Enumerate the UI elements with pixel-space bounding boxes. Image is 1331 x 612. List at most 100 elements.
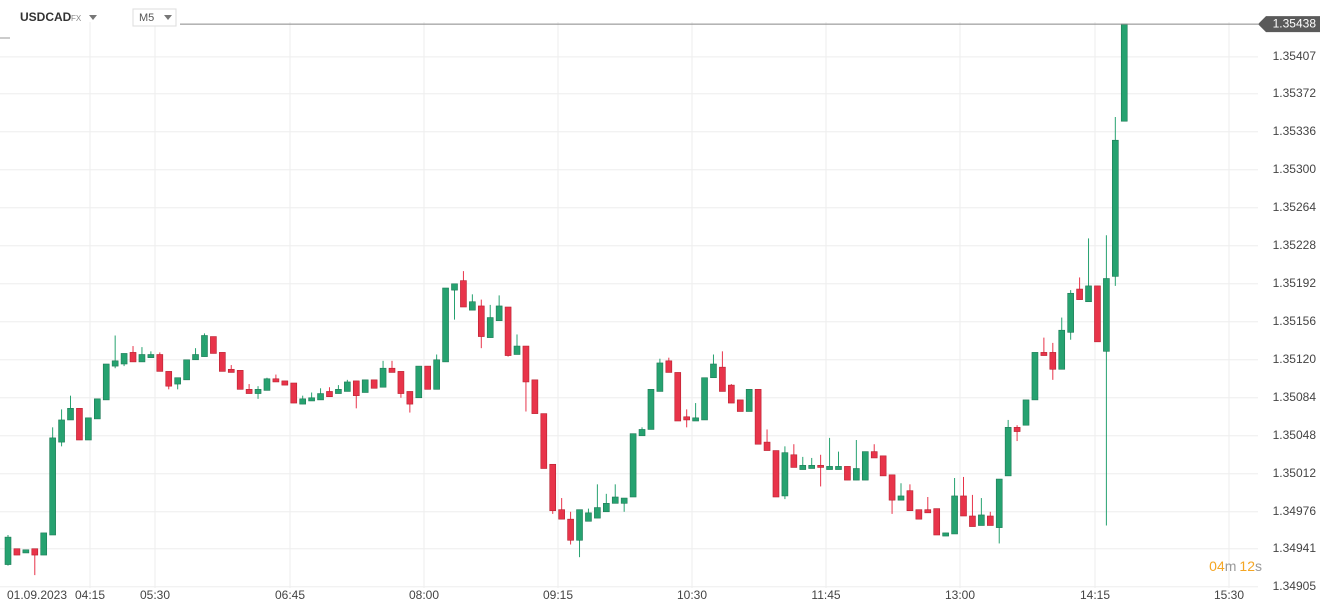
candle-body — [674, 372, 682, 422]
candle-body — [210, 336, 217, 354]
candle-body — [817, 465, 824, 468]
candle-body — [40, 532, 48, 556]
candle-body — [594, 507, 601, 519]
countdown-s: s — [1255, 558, 1262, 574]
candle-body — [31, 548, 39, 556]
x-tick-label: 01.09.2023 — [7, 588, 67, 602]
symbol-dropdown[interactable] — [89, 15, 97, 20]
candle-body — [67, 408, 74, 421]
candle-body — [522, 345, 530, 383]
x-tick-label: 08:00 — [409, 588, 439, 602]
candle-body — [415, 365, 423, 399]
candle-body — [665, 360, 673, 373]
candle-body — [620, 497, 628, 504]
candle-body — [263, 378, 271, 391]
x-tick-label: 09:15 — [543, 588, 573, 602]
y-tick-label: 1.35192 — [1273, 276, 1317, 290]
candle-body — [272, 378, 280, 383]
y-tick-label: 1.35228 — [1273, 238, 1317, 252]
candle-body — [219, 352, 226, 372]
candle-body — [326, 391, 333, 398]
candles — [4, 23, 1128, 576]
candle-body — [129, 352, 137, 363]
candle-body — [888, 474, 896, 501]
candle-body — [728, 384, 735, 404]
candle-body — [933, 508, 941, 536]
candle-body — [915, 509, 923, 520]
interval[interactable]: M5 — [139, 12, 154, 24]
candle-body — [567, 518, 574, 541]
candle-body — [370, 379, 378, 389]
candle-body — [531, 379, 539, 414]
candle-body — [683, 416, 690, 421]
interval-box[interactable] — [132, 8, 177, 27]
candle-body — [201, 335, 208, 357]
candle-body — [352, 380, 360, 396]
candle-body — [513, 345, 521, 355]
candle-body — [120, 353, 128, 365]
candle-body — [611, 496, 619, 504]
candle-body — [49, 437, 56, 536]
candle-body — [719, 366, 726, 392]
candle-body — [790, 454, 798, 468]
candle-body — [897, 495, 905, 501]
candle-body — [986, 515, 994, 526]
candle-body — [540, 413, 548, 469]
candle-body — [1022, 399, 1030, 426]
y-tick-label: 1.35120 — [1273, 352, 1317, 366]
candle-body — [781, 452, 789, 497]
market: FX — [71, 14, 82, 23]
candle-body — [4, 536, 12, 565]
candle-body — [1067, 292, 1074, 333]
y-tick-label: 1.34905 — [1273, 579, 1317, 593]
candle-body — [335, 389, 342, 394]
candle-body — [406, 391, 414, 405]
candle-body — [245, 389, 253, 394]
y-tick-label: 1.35372 — [1273, 86, 1317, 100]
candle-body — [236, 370, 244, 390]
candle-body — [1040, 352, 1048, 356]
grid — [0, 22, 1258, 588]
candle-body — [504, 306, 512, 356]
candle-body — [13, 548, 21, 556]
y-tick-label: 1.35156 — [1273, 314, 1317, 328]
candle-body — [710, 363, 717, 379]
candle-body — [942, 532, 949, 537]
candle-body — [754, 389, 762, 445]
interval-dropdown[interactable] — [164, 15, 172, 20]
y-tick-label: 1.35336 — [1273, 124, 1317, 138]
candle-body — [879, 455, 887, 477]
candle-body — [495, 305, 503, 322]
candle-body — [433, 359, 440, 390]
candle-body — [558, 509, 565, 520]
candle-body — [442, 287, 449, 363]
current-price-label: 1.35438 — [1273, 16, 1317, 30]
symbol[interactable]: USDCAD — [20, 10, 72, 24]
candle-body — [701, 377, 708, 421]
candle-body — [576, 509, 583, 541]
candle-body — [477, 305, 485, 337]
x-tick-label: 13:00 — [945, 588, 975, 602]
candle-body — [111, 360, 119, 367]
candle-body — [1112, 139, 1119, 277]
x-tick-label: 11:45 — [811, 588, 840, 602]
candle-body — [486, 317, 494, 338]
candle-body — [1049, 352, 1057, 370]
candle-body — [58, 419, 65, 443]
candle-body — [299, 398, 306, 405]
y-tick-label: 1.35048 — [1273, 428, 1317, 442]
candle-body — [1120, 23, 1128, 122]
candle-body — [647, 389, 655, 430]
y-tick-label: 1.35300 — [1273, 162, 1317, 176]
candle-body — [1058, 329, 1066, 370]
candle-body — [1076, 288, 1083, 300]
countdown: 04m 12s — [1209, 558, 1262, 574]
candle-body — [165, 371, 173, 387]
candle-body — [460, 280, 467, 308]
candle-body — [344, 381, 351, 392]
candle-body — [138, 354, 146, 363]
candle-body — [1013, 427, 1021, 432]
candle-body — [549, 463, 557, 512]
